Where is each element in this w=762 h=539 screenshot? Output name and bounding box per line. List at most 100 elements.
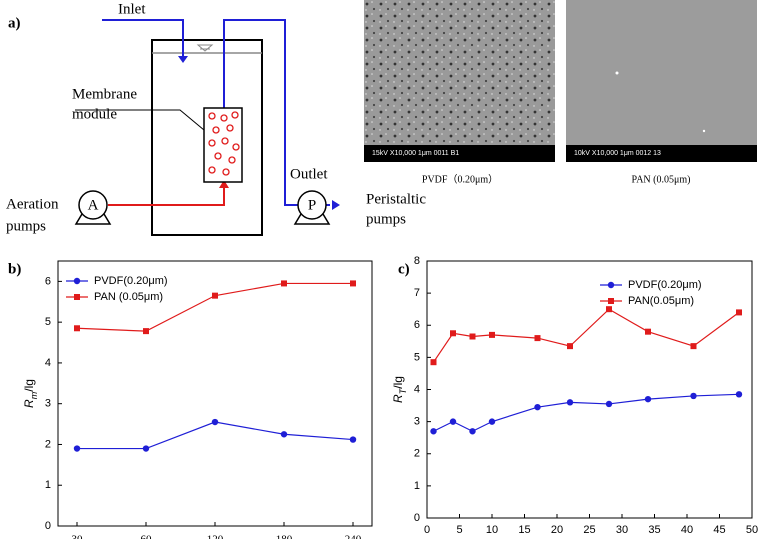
- y-tick-label: 8: [414, 255, 420, 267]
- sem-info: 10kV X10,000 1μm 0012 13: [574, 150, 661, 157]
- peristaltic-label: Peristaltic: [366, 191, 426, 207]
- y-tick-label: 5: [414, 351, 420, 363]
- y-tick-label: 3: [45, 398, 51, 410]
- y-tick-label: 1: [45, 479, 51, 491]
- marker: [143, 328, 149, 335]
- x-tick-label: 120: [207, 534, 224, 539]
- marker: [735, 391, 743, 398]
- y-label-symbol: R: [22, 399, 36, 408]
- y-label-symbol: R: [391, 394, 405, 403]
- x-tick-label: 30: [72, 534, 84, 539]
- y-tick-label: 6: [45, 275, 51, 287]
- series-line: [433, 308, 740, 363]
- x-tick-label: 50: [746, 524, 758, 536]
- marker: [488, 418, 496, 425]
- y-tick-label: 6: [414, 319, 420, 331]
- module-label: module: [72, 106, 117, 122]
- marker: [469, 428, 476, 435]
- y-tick-label: 2: [45, 438, 51, 450]
- plot-frame: [57, 260, 373, 527]
- y-tick-label: 4: [45, 357, 51, 369]
- y-tick-label: 5: [45, 316, 51, 328]
- marker: [74, 325, 80, 332]
- marker: [211, 418, 219, 426]
- x-tick-label: 60: [141, 534, 153, 539]
- marker: [280, 431, 288, 438]
- marker: [607, 281, 615, 289]
- legend-label: PVDF(0.20μm): [628, 279, 702, 291]
- marker: [349, 436, 357, 443]
- marker: [534, 335, 541, 342]
- panel-label: a): [8, 15, 21, 31]
- y-label-subscript: m: [29, 391, 39, 399]
- x-tick-label: 240: [345, 534, 362, 539]
- series-line: [433, 393, 740, 432]
- sem-particle: [702, 129, 706, 133]
- y-label-unit: /lg: [22, 379, 36, 392]
- marker: [430, 359, 437, 366]
- y-tick-label: 1: [414, 480, 420, 492]
- sem-info-bar: [364, 145, 555, 162]
- marker: [566, 399, 574, 406]
- x-tick-label: 15: [518, 524, 530, 536]
- legend-label: PVDF(0.20μm): [94, 275, 168, 287]
- peristaltic-label: pumps: [366, 211, 406, 227]
- marker: [567, 343, 573, 350]
- outlet-label: Outlet: [290, 166, 328, 182]
- marker: [142, 445, 150, 452]
- x-tick-label: 45: [713, 524, 725, 536]
- marker: [450, 330, 456, 337]
- marker: [608, 298, 614, 304]
- y-tick-label: 2: [414, 448, 420, 460]
- x-tick-label: 10: [486, 524, 498, 536]
- legend-label: PAN (0.05μm): [94, 291, 163, 303]
- plot-frame: [426, 260, 753, 519]
- y-axis-label: RT/lg: [391, 376, 408, 403]
- x-tick-label: 20: [551, 524, 563, 536]
- x-tick-label: 5: [456, 524, 462, 536]
- y-tick-label: 0: [414, 512, 420, 524]
- marker: [645, 328, 651, 335]
- panel-label: b): [8, 261, 21, 277]
- y-tick-label: 4: [414, 383, 420, 395]
- marker: [449, 418, 457, 425]
- aeration-label: Aeration: [6, 196, 59, 212]
- sem-caption: PAN (0.05μm): [632, 174, 691, 185]
- marker: [605, 400, 613, 408]
- x-tick-label: 30: [616, 524, 628, 536]
- x-tick-label: 35: [648, 524, 660, 536]
- sem-image: [566, 0, 757, 145]
- sem-info-bar: [566, 145, 757, 162]
- diagram: [74, 19, 340, 236]
- pump-symbol: P: [308, 197, 316, 213]
- sem-caption: PVDF（0.20μm）: [422, 173, 498, 185]
- marker: [430, 428, 437, 435]
- marker: [534, 403, 541, 411]
- marker: [736, 309, 742, 316]
- x-tick-label: 25: [583, 524, 595, 536]
- legend-label: PAN(0.05μm): [628, 295, 694, 307]
- marker: [469, 333, 476, 340]
- y-tick-label: 0: [45, 520, 51, 532]
- marker: [73, 277, 81, 285]
- marker: [281, 280, 287, 287]
- marker: [73, 445, 81, 452]
- sem-image: [364, 0, 555, 145]
- marker: [690, 392, 697, 400]
- y-tick-label: 3: [414, 416, 420, 428]
- panel-label: c): [398, 261, 410, 277]
- y-tick-label: 7: [414, 287, 420, 299]
- marker: [350, 280, 356, 287]
- module-label: Membrane: [72, 86, 137, 102]
- aeration-label: pumps: [6, 218, 46, 234]
- series-line: [77, 421, 354, 450]
- inlet-label: Inlet: [118, 1, 146, 17]
- marker: [489, 331, 495, 338]
- x-tick-label: 40: [681, 524, 693, 536]
- marker: [212, 292, 218, 299]
- y-label-subscript: T: [398, 387, 408, 394]
- marker: [690, 343, 697, 350]
- pump-symbol: A: [88, 197, 99, 213]
- y-label-unit: /lg: [391, 376, 405, 389]
